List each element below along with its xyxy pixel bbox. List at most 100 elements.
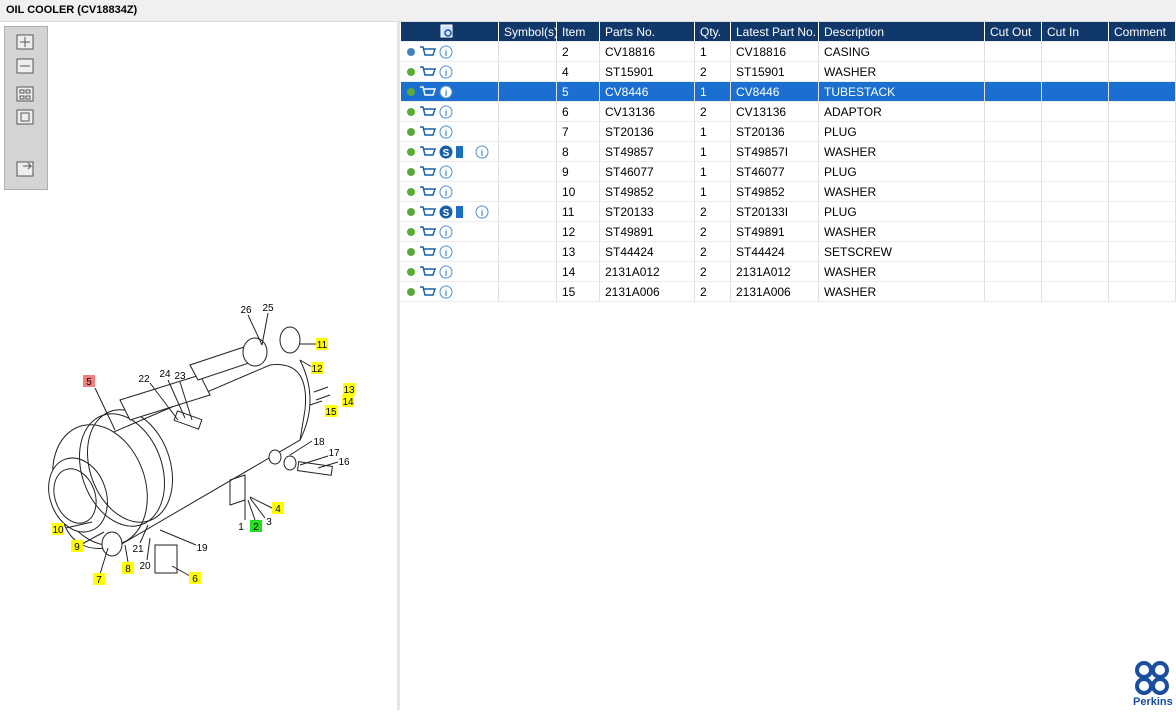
column-header[interactable]: Latest Part No. [731, 22, 819, 42]
callout: 17 [328, 448, 340, 459]
cell-item: 9 [557, 162, 600, 182]
row-icons[interactable]: i [401, 282, 499, 302]
row-icons[interactable]: i [401, 82, 499, 102]
callout-highlight [272, 502, 284, 514]
cell-item: 4 [557, 62, 600, 82]
cell-description: WASHER [819, 282, 985, 302]
callout-highlight [342, 395, 354, 407]
cart-icon [420, 206, 437, 216]
empty-cell [985, 122, 1042, 142]
row-icons[interactable]: i [401, 182, 499, 202]
cell-description: WASHER [819, 222, 985, 242]
cell-latest: ST49852 [731, 182, 819, 202]
cell-qty: 1 [695, 182, 731, 202]
info-i: i [445, 128, 448, 138]
info-icon [439, 165, 453, 179]
info-i: i [445, 288, 448, 298]
callout-highlight [83, 375, 95, 387]
empty-cell [1109, 62, 1176, 82]
cell-parts-no: ST49857 [600, 142, 695, 162]
row-icons[interactable]: i [401, 62, 499, 82]
title-bar: OIL COOLER (CV18834Z) [0, 0, 1176, 22]
cart-icon [420, 266, 437, 276]
cell-latest: CV18816 [731, 42, 819, 62]
row-icons[interactable]: i [401, 122, 499, 142]
symbols-cell [499, 202, 557, 222]
cell-description: WASHER [819, 182, 985, 202]
empty-cell [985, 102, 1042, 122]
symbols-cell [499, 162, 557, 182]
parts-table: Symbol(s) Item Parts No. Qty. Latest Part No… [401, 22, 1176, 710]
row-icons[interactable]: i [401, 222, 499, 242]
empty-cell [1109, 42, 1176, 62]
empty-cell [985, 82, 1042, 102]
info-i: i [445, 88, 448, 98]
column-header[interactable]: Comment [1109, 22, 1176, 42]
splitter[interactable] [397, 22, 400, 710]
cell-item: 14 [557, 262, 600, 282]
icons: i [407, 185, 453, 199]
search-icon[interactable] [437, 22, 457, 40]
row-icons[interactable]: i [401, 102, 499, 122]
empty-cell [1042, 282, 1109, 302]
gear-icon [407, 88, 415, 96]
empty-cell [1109, 242, 1176, 262]
row-icons[interactable]: i [401, 42, 499, 62]
gear-icon [407, 168, 415, 176]
cell-qty: 2 [695, 62, 731, 82]
row-icons[interactable]: i [401, 262, 499, 282]
callout-highlight [250, 520, 262, 532]
column-header[interactable]: Symbol(s) [499, 22, 557, 42]
cell-description: SETSCREW [819, 242, 985, 262]
callout: 3 [266, 517, 272, 528]
symbols-cell [499, 122, 557, 142]
cell-parts-no: ST15901 [600, 62, 695, 82]
empty-cell [1042, 242, 1109, 262]
symbols-cell [499, 182, 557, 202]
callout: 15 [325, 407, 337, 418]
column-header[interactable]: Cut In [1042, 22, 1109, 42]
gear-icon [407, 268, 415, 276]
empty-cell [985, 242, 1042, 262]
empty-cell [1042, 222, 1109, 242]
info-i: i [445, 108, 448, 118]
cell-parts-no: ST46077 [600, 162, 695, 182]
cell-latest: ST49891 [731, 222, 819, 242]
cell-qty: 2 [695, 282, 731, 302]
column-header[interactable]: Description [819, 22, 985, 42]
info-icon [439, 225, 453, 239]
cell-item: 6 [557, 102, 600, 122]
cell-item: 2 [557, 42, 600, 62]
fit-all[interactable] [16, 86, 34, 102]
cell-item: 12 [557, 222, 600, 242]
cart-icon [420, 86, 437, 96]
diagram-pane: 26 25 11 12 22 24 23 5 13 14 15 18 17 16 4 3 1 2 10 9 19 21 20… [0, 22, 397, 710]
callout: 24 [159, 369, 171, 380]
column-header[interactable]: Qty. [695, 22, 731, 42]
row-icons[interactable]: i [401, 162, 499, 182]
row-icons[interactable]: i [401, 242, 499, 262]
callout: 8 [125, 564, 131, 575]
cell-item: 5 [557, 82, 600, 102]
info-i: i [445, 268, 448, 278]
cell-description: WASHER [819, 262, 985, 282]
info-i: i [445, 168, 448, 178]
column-header[interactable]: Cut Out [985, 22, 1042, 42]
callout-highlight [325, 405, 337, 417]
info-icon [439, 245, 453, 259]
callout: 23 [174, 371, 186, 382]
cell-qty: 1 [695, 122, 731, 142]
cell-parts-no: ST49852 [600, 182, 695, 202]
cell-parts-no: CV18816 [600, 42, 695, 62]
cell-latest: ST20136 [731, 122, 819, 142]
column-header[interactable]: Item [557, 22, 600, 42]
column-header[interactable]: Parts No. [600, 22, 695, 42]
cell-parts-no: 2131A006 [600, 282, 695, 302]
callout: 9 [74, 542, 80, 553]
export[interactable] [16, 161, 34, 177]
info-icon [475, 145, 489, 159]
